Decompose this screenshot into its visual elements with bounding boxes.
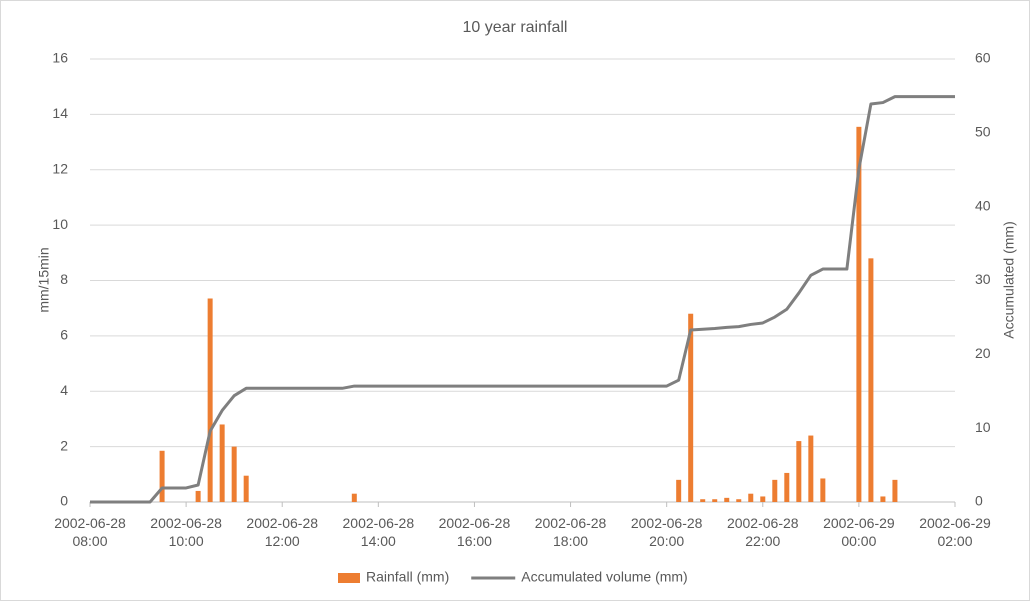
x-tick-label: 2002-06-28 18:00	[534, 515, 607, 549]
y-tick-label: 8	[60, 271, 68, 287]
y2-tick-label: 60	[975, 50, 991, 66]
y-axis-label: mm/15min	[36, 247, 52, 312]
bar	[231, 446, 237, 502]
x-tick-label: 2002-06-29 00:00	[823, 515, 895, 549]
bar	[724, 497, 730, 502]
y2-tick-label: 50	[975, 124, 991, 140]
bar	[700, 499, 706, 502]
bar	[880, 496, 886, 502]
bar	[784, 472, 790, 502]
y-tick-label: 6	[60, 327, 68, 343]
legend-label: Accumulated volume (mm)	[521, 569, 688, 585]
bar	[195, 490, 201, 502]
y2-tick-label: 40	[975, 197, 991, 213]
y2-tick-label: 10	[975, 419, 991, 435]
bar	[207, 298, 213, 502]
bar	[772, 479, 778, 502]
bar	[856, 126, 862, 502]
bar	[892, 479, 898, 502]
x-tick-label: 2002-06-28 22:00	[726, 515, 799, 549]
y-tick-label: 14	[52, 105, 68, 121]
x-tick-label: 2002-06-29 02:00	[919, 515, 991, 549]
legend-label: Rainfall (mm)	[366, 569, 449, 585]
x-tick-label: 2002-06-28 14:00	[342, 515, 415, 549]
bar	[760, 496, 766, 502]
bar	[676, 479, 682, 502]
y2-tick-label: 30	[975, 271, 991, 287]
bar	[219, 424, 225, 502]
bar	[820, 478, 826, 502]
bar	[736, 499, 742, 502]
y-tick-label: 4	[60, 382, 68, 398]
bar	[748, 493, 754, 502]
bar	[808, 435, 814, 502]
bar	[796, 441, 802, 502]
line	[90, 95, 955, 504]
x-tick-label: 2002-06-28 10:00	[150, 515, 222, 549]
y2-tick-label: 20	[975, 345, 991, 361]
x-tick-label: 2002-06-28 20:00	[630, 515, 703, 549]
y-tick-label: 2	[60, 437, 68, 453]
x-tick-label: 2002-06-28 08:00	[54, 515, 126, 549]
legend-swatch	[338, 573, 360, 583]
y-tick-label: 12	[52, 160, 68, 176]
x-tick-label: 2002-06-28 16:00	[438, 515, 511, 549]
bar	[159, 450, 165, 502]
chart-title: 10 year rainfall	[463, 19, 568, 36]
bar	[243, 475, 249, 502]
y2-axis-label: Accumulated (mm)	[1001, 221, 1017, 338]
y-tick-label: 0	[60, 493, 68, 509]
y-tick-label: 16	[52, 50, 68, 66]
bar	[688, 313, 694, 502]
bar	[868, 258, 874, 502]
y-tick-label: 10	[52, 216, 68, 232]
bar	[712, 499, 718, 502]
x-tick-label: 2002-06-28 12:00	[246, 515, 319, 549]
bar	[351, 493, 357, 502]
y2-tick-label: 0	[975, 493, 983, 509]
